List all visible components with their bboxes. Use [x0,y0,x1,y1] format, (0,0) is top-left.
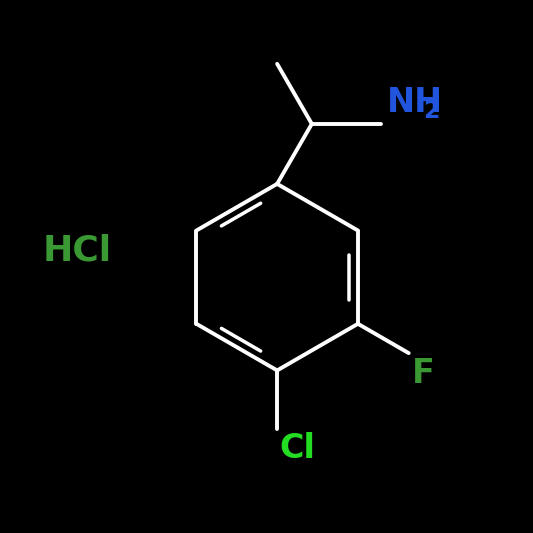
Text: F: F [411,357,434,390]
Text: HCl: HCl [43,233,112,268]
Text: NH: NH [386,86,442,118]
Text: 2: 2 [423,99,439,123]
Text: Cl: Cl [280,432,316,465]
